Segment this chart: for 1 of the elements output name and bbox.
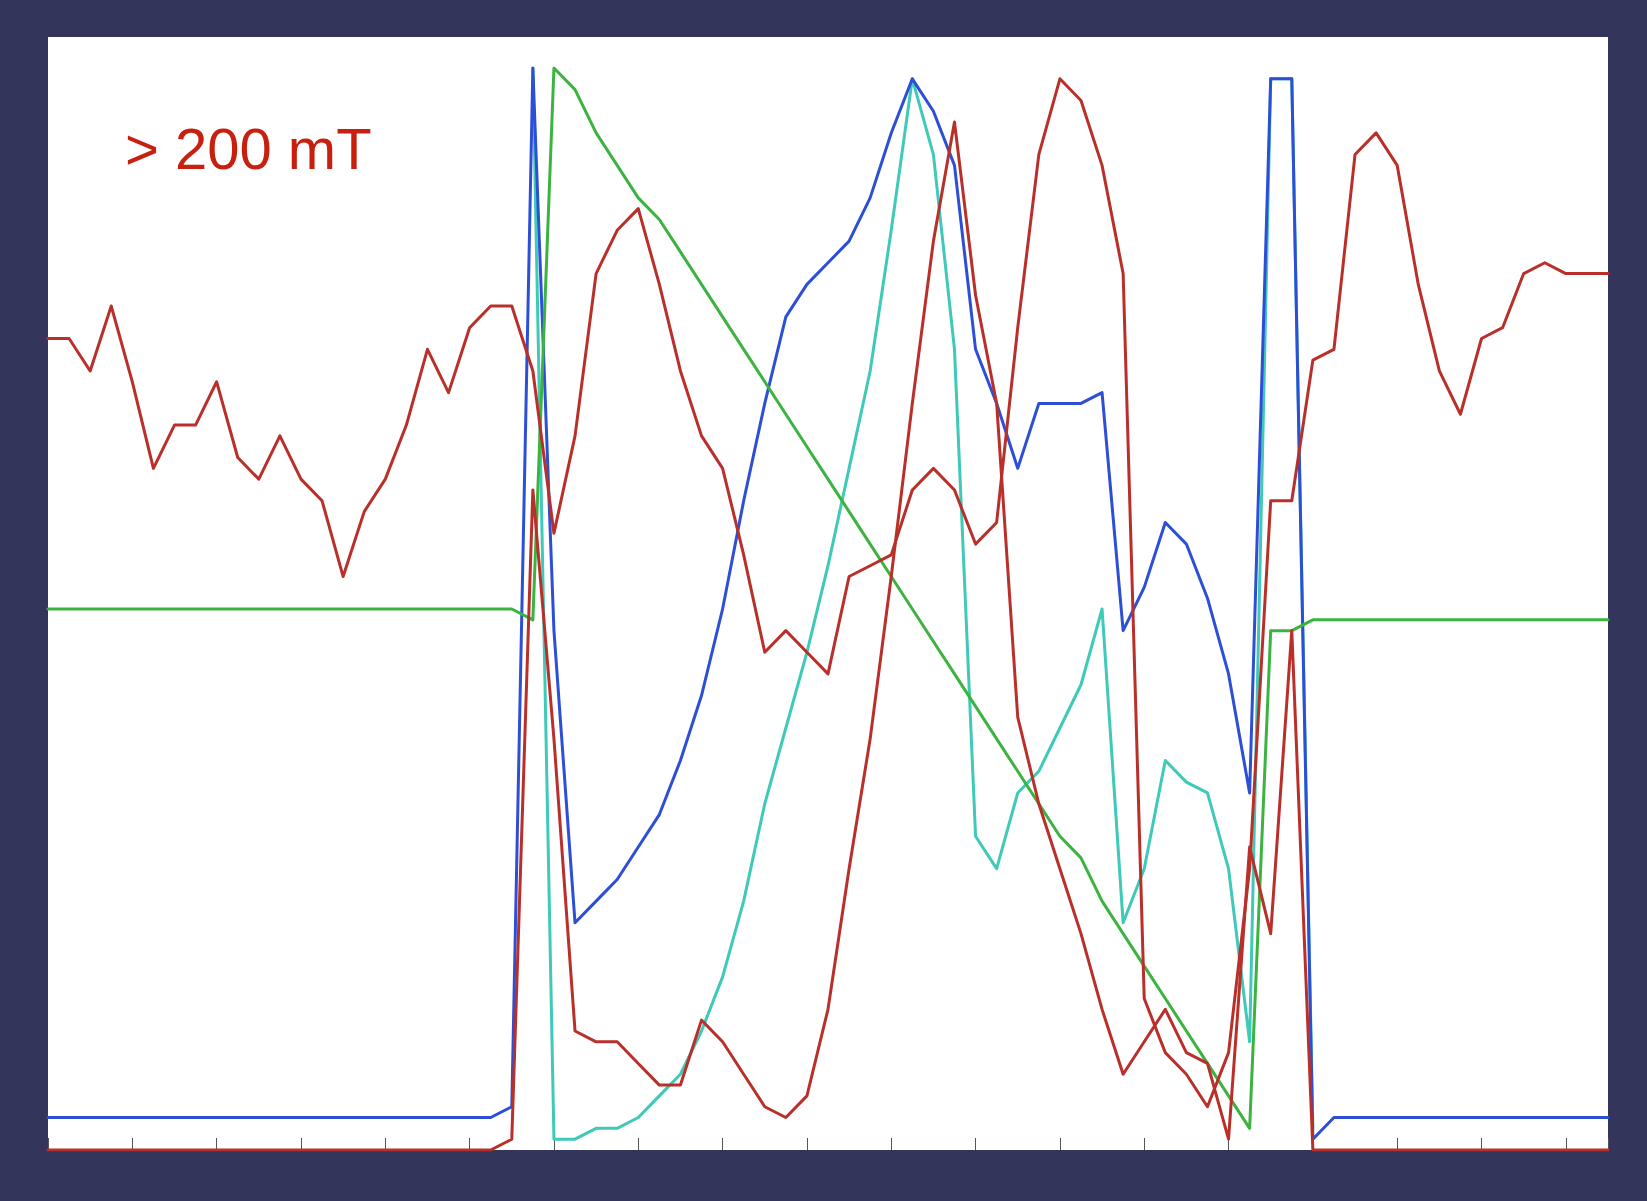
- annotation: > 200 mT: [125, 115, 372, 182]
